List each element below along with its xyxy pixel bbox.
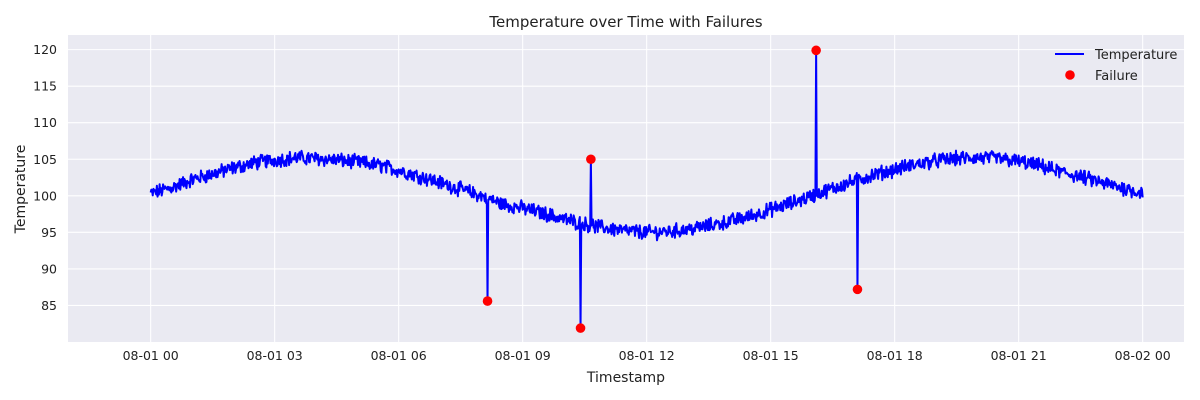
- y-tick-label: 95: [41, 225, 57, 240]
- chart-title: Temperature over Time with Failures: [488, 13, 762, 31]
- y-axis-label: Temperature: [13, 145, 29, 235]
- failure-point: [482, 296, 493, 306]
- legend-temperature-label: Temperature: [1094, 48, 1177, 63]
- x-tick-label: 08-01 12: [619, 348, 675, 363]
- x-tick-label: 08-01 06: [371, 348, 427, 363]
- grid-lines: [68, 35, 1184, 342]
- failure-point: [852, 284, 863, 295]
- failure-point: [575, 323, 586, 333]
- x-tick-label: 08-01 15: [743, 348, 799, 363]
- x-tick-label: 08-01 09: [495, 348, 551, 363]
- y-tick-label: 90: [41, 261, 57, 276]
- y-tick-label: 100: [33, 188, 57, 203]
- failure-point: [811, 45, 821, 56]
- y-tick-label: 115: [33, 79, 57, 94]
- x-tick-label: 08-01 18: [867, 348, 923, 363]
- x-tick-label: 08-01 03: [247, 348, 303, 363]
- plot-area: [68, 35, 1184, 342]
- y-tick-label: 120: [33, 42, 57, 57]
- y-tick-label: 85: [41, 298, 57, 313]
- legend: Temperature Failure: [1055, 48, 1177, 84]
- x-tick-label: 08-01 21: [991, 348, 1047, 363]
- y-tick-label: 105: [33, 152, 57, 167]
- failure-point: [586, 154, 596, 165]
- temperature-line: [149, 49, 1144, 330]
- x-axis-label: Timestamp: [586, 370, 665, 386]
- legend-failure-swatch: [1065, 70, 1075, 80]
- x-tick-label: 08-01 00: [123, 348, 179, 363]
- data-layer: [149, 45, 1144, 333]
- x-axis: 08-01 00 08-01 03 08-01 06 08-01 09 08-01 12…: [123, 348, 1171, 363]
- y-tick-label: 110: [33, 115, 57, 130]
- legend-failure-label: Failure: [1095, 69, 1138, 84]
- y-axis: 85 90 95 100 105 110 115 120: [33, 42, 57, 313]
- x-tick-label: 08-02 00: [1115, 348, 1171, 363]
